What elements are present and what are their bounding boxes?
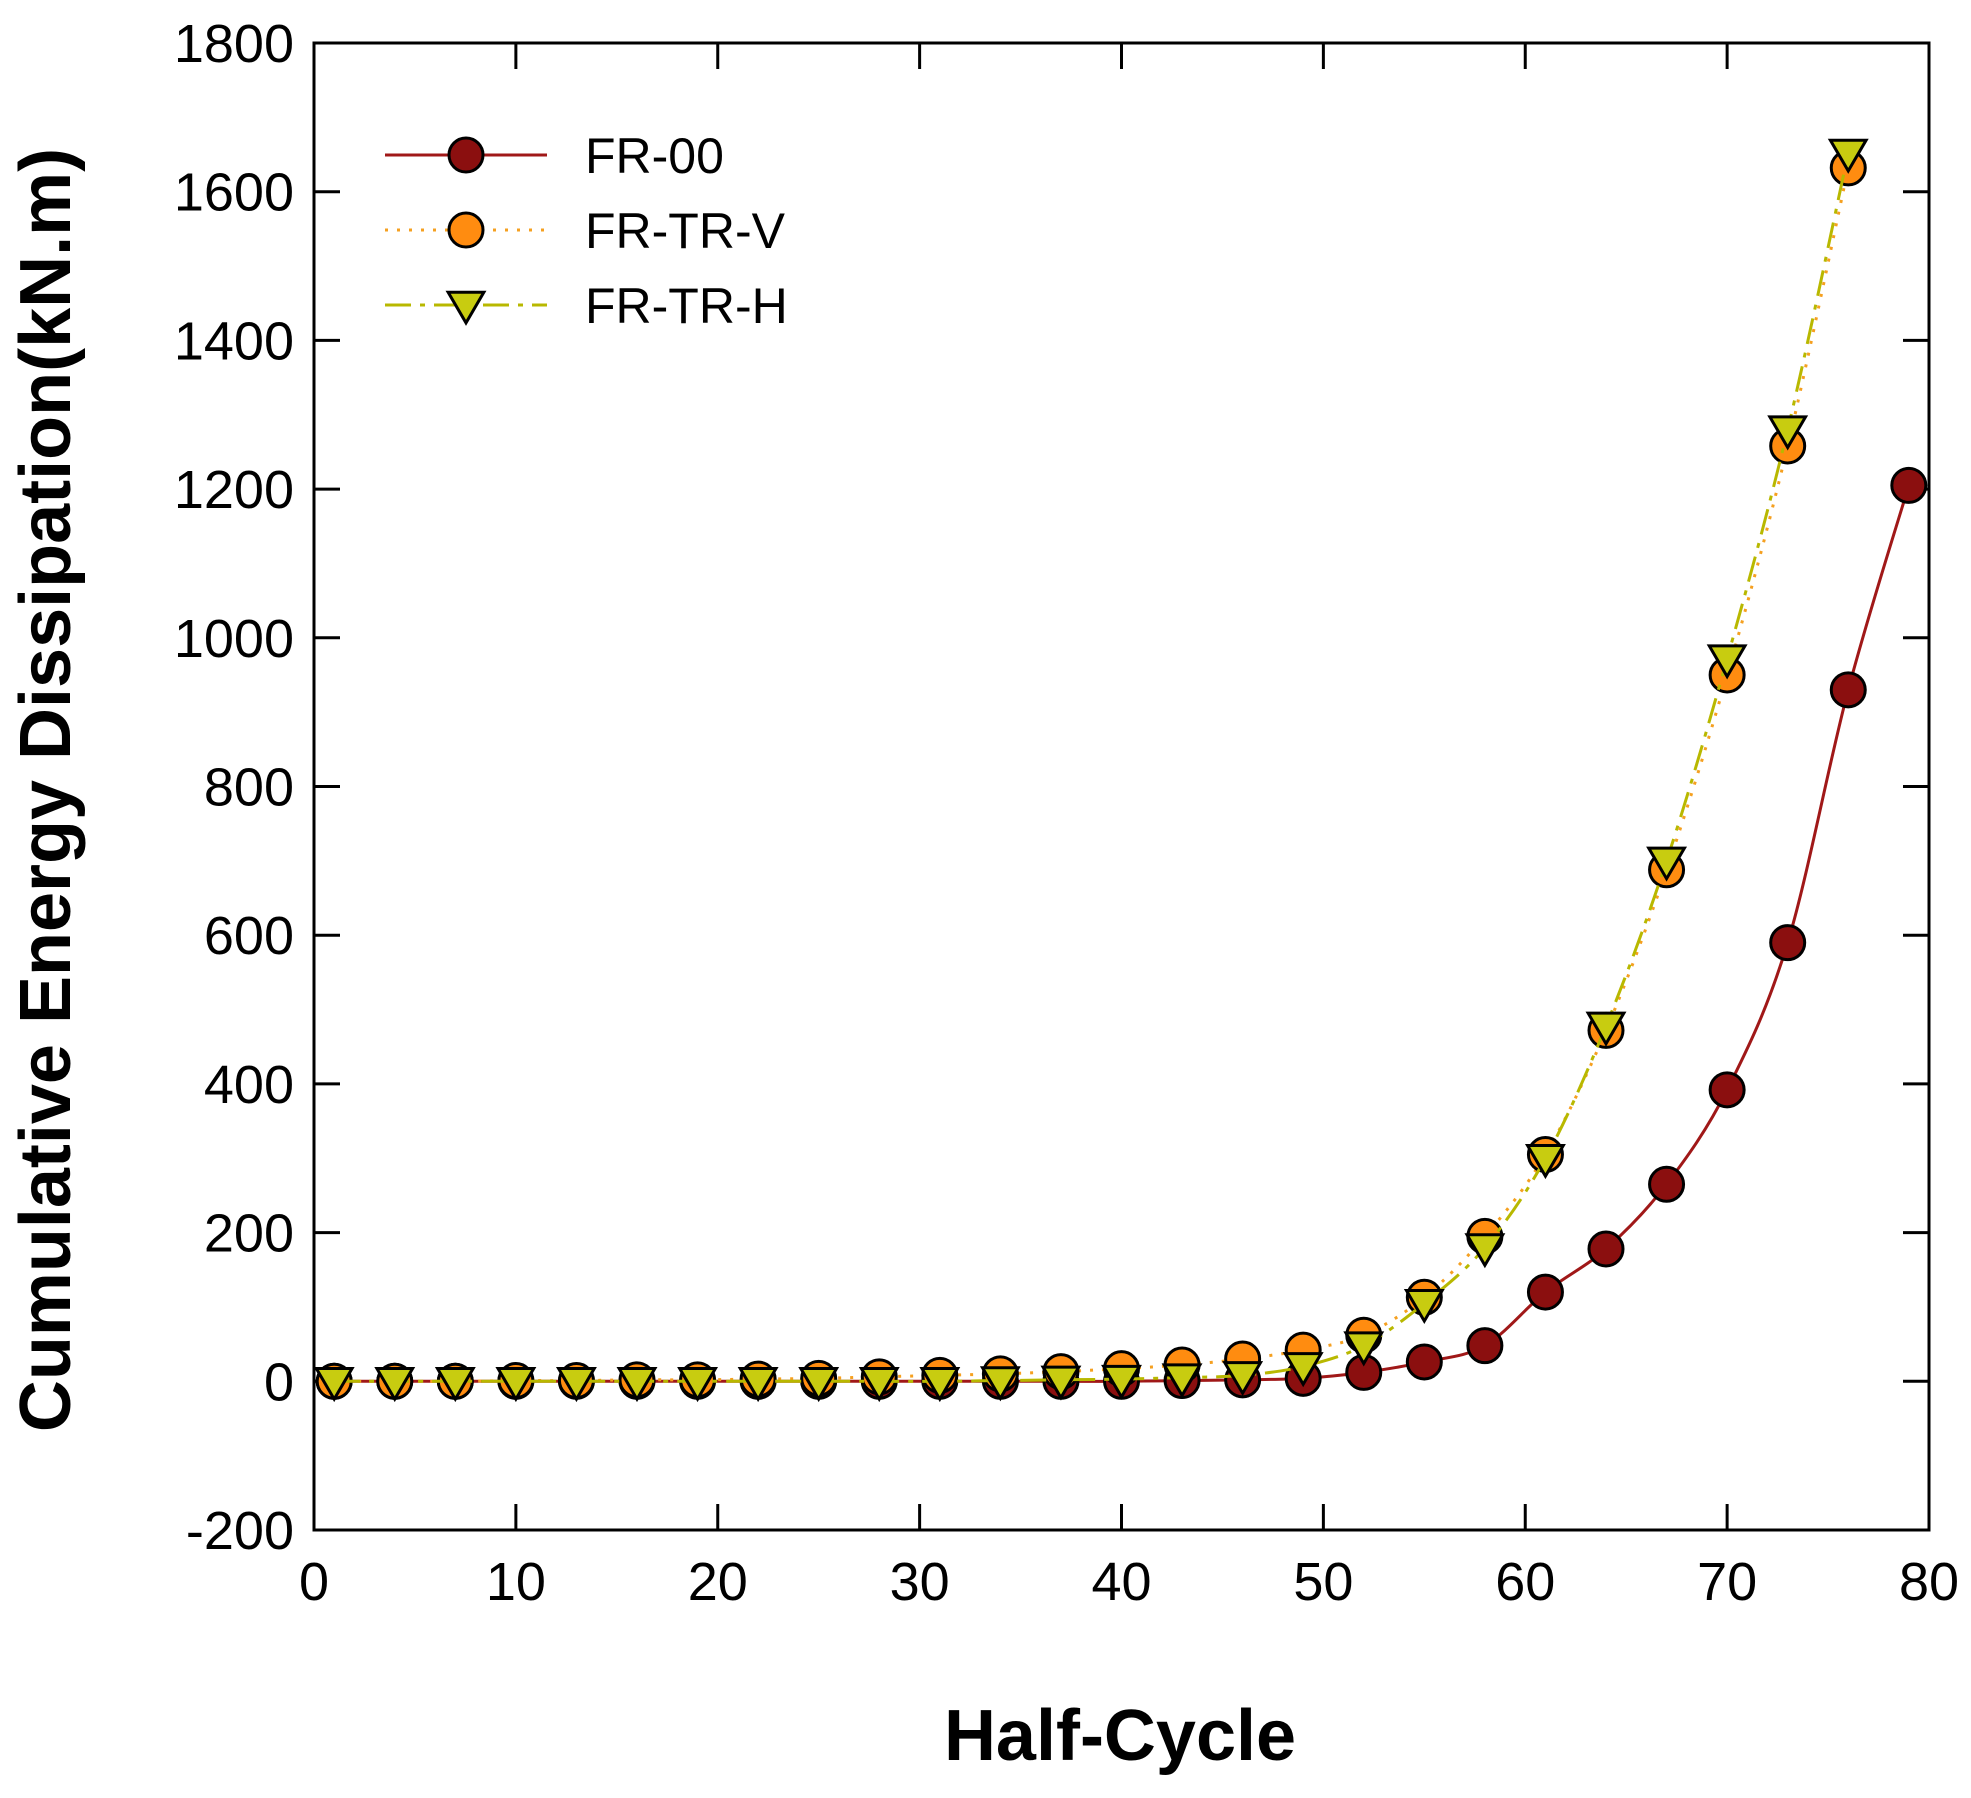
y-axis-title: Cumulative Energy Dissipation(kN.m): [6, 148, 86, 1432]
data-point: [1890, 466, 1928, 504]
data-point: [979, 1366, 1021, 1402]
x-tick-label: 40: [1091, 1552, 1151, 1612]
series-fr-tr-h: [313, 138, 1869, 1403]
data-point: [445, 290, 487, 326]
data-point: [798, 1367, 840, 1403]
data-point: [1222, 1361, 1264, 1397]
data-point: [1829, 671, 1867, 709]
x-tick-label: 80: [1899, 1552, 1959, 1612]
data-point: [1040, 1365, 1082, 1401]
x-tick-label: 20: [688, 1552, 748, 1612]
plot-frame: [312, 41, 1931, 1532]
x-tick-label: 0: [299, 1552, 329, 1612]
series-line: [334, 152, 1850, 1383]
x-tick-label: 60: [1495, 1552, 1555, 1612]
data-point: [1648, 1165, 1686, 1203]
legend-item-fr-tr-v: FR-TR-V: [385, 203, 786, 259]
series-group: [313, 138, 1928, 1403]
data-point: [1464, 1233, 1506, 1269]
x-tick-label: 30: [890, 1552, 950, 1612]
axes-group: 0 10 20 30 40 50 60 70 80-2000200400600800100012…: [174, 14, 1959, 1612]
legend-label: FR-00: [585, 128, 724, 184]
data-point: [434, 1367, 476, 1403]
data-point: [1405, 1343, 1443, 1381]
data-point: [1343, 1331, 1385, 1367]
legend-item-fr-00: FR-00: [385, 128, 724, 184]
data-point: [858, 1367, 900, 1403]
data-point: [919, 1367, 961, 1403]
data-point: [1585, 1011, 1627, 1047]
data-point: [1161, 1363, 1203, 1399]
data-point: [495, 1367, 537, 1403]
data-point: [1708, 1071, 1746, 1109]
data-point: [1769, 924, 1807, 962]
series-line: [334, 484, 1911, 1383]
y-tick-label: 1800: [174, 14, 294, 74]
x-axis-title: Half-Cycle: [944, 1696, 1296, 1776]
data-point: [1706, 644, 1748, 680]
data-point: [1646, 846, 1688, 882]
data-point: [374, 1367, 416, 1403]
y-tick-label: 0: [264, 1352, 294, 1412]
y-tick-label: 1400: [174, 311, 294, 371]
legend-label: FR-TR-V: [585, 203, 786, 259]
data-point: [1101, 1364, 1142, 1400]
data-point: [1827, 138, 1869, 174]
y-tick-label: 1000: [174, 609, 294, 669]
series-fr-tr-v: [315, 149, 1867, 1400]
x-tick-label: 70: [1697, 1552, 1757, 1612]
data-point: [447, 136, 485, 174]
legend-item-fr-tr-h: FR-TR-H: [385, 278, 788, 334]
data-point: [313, 1367, 355, 1403]
data-point: [616, 1367, 658, 1403]
data-point: [1282, 1352, 1324, 1388]
y-tick-label: 400: [204, 1055, 294, 1115]
data-point: [1587, 1230, 1625, 1268]
series-line: [334, 167, 1850, 1383]
series-fr-00: [315, 466, 1928, 1400]
data-point: [737, 1367, 779, 1403]
data-point: [677, 1367, 719, 1403]
data-point: [1403, 1288, 1445, 1325]
legend: FR-00 FR-TR-V FR-TR-H: [385, 128, 788, 334]
y-tick-label: 800: [204, 758, 294, 818]
y-tick-label: 200: [204, 1204, 294, 1264]
data-point: [1524, 1144, 1566, 1180]
data-point: [1767, 415, 1809, 451]
data-point: [1526, 1273, 1564, 1311]
y-tick-label: -200: [186, 1501, 294, 1561]
data-point: [1466, 1327, 1504, 1365]
data-point: [447, 211, 485, 249]
y-tick-label: 600: [204, 906, 294, 966]
data-point: [555, 1367, 597, 1403]
y-tick-label: 1200: [174, 460, 294, 520]
y-tick-label: 1600: [174, 163, 294, 223]
x-tick-label: 50: [1293, 1552, 1353, 1612]
x-tick-label: 10: [486, 1552, 546, 1612]
legend-label: FR-TR-H: [585, 278, 788, 334]
